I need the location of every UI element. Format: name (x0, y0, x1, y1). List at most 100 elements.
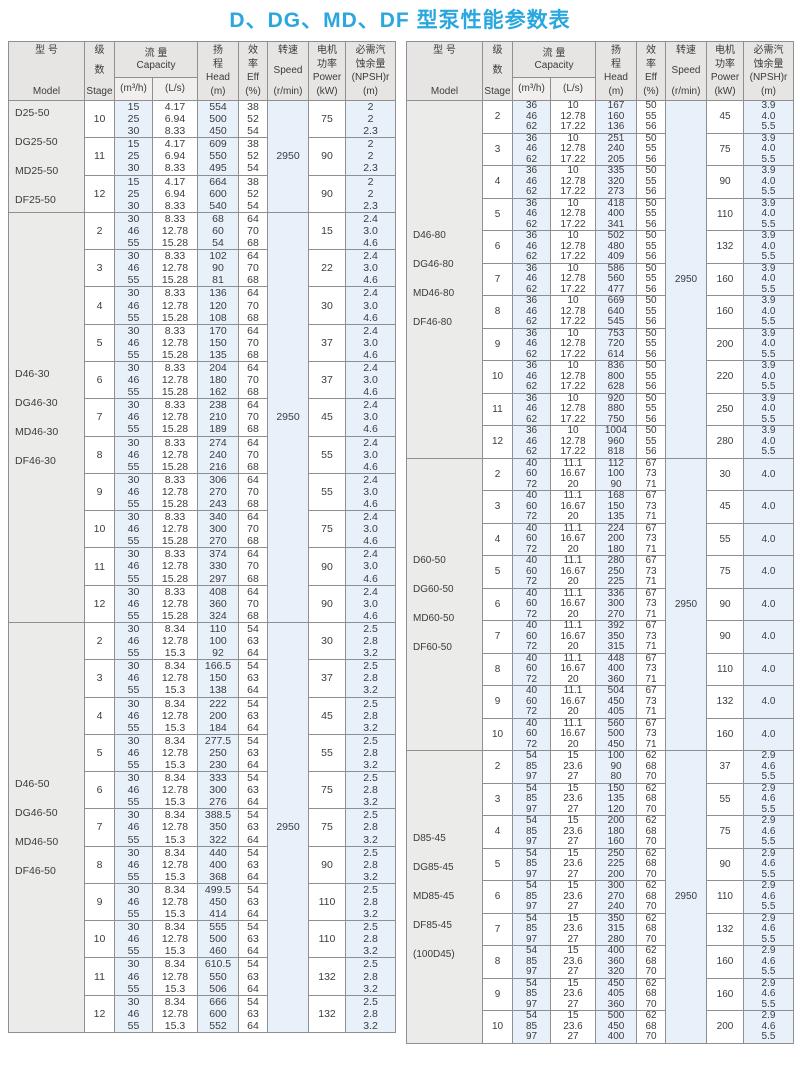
stage-cell: 9 (482, 327, 513, 361)
stage-cell: 8 (84, 845, 115, 884)
capacity-m3h-value: 55 (127, 684, 140, 697)
capacity-m3h-value: 36 (525, 165, 538, 176)
capacity-ls-value: 11.1 (563, 717, 583, 729)
header-row-1: 型 号 Model 级数 Stage 流 量 Capacity 扬程 Head (m) 效率 Eff… (406, 40, 794, 101)
head-value: 60 (212, 224, 224, 237)
capacity-ls-value: 17.22 (560, 186, 586, 197)
capacity-ls-value: 15 (567, 750, 579, 761)
eff-cell: 38 52 54 (238, 174, 268, 213)
stage-cell: 10 (482, 1010, 513, 1044)
capacity-ls-value: 8.34 (164, 921, 186, 934)
col-header-eff-line: 率 (646, 58, 656, 70)
col-header-speed: 转速 Speed (r/min) (665, 41, 707, 101)
head-value: 81 (212, 274, 224, 287)
eff-value: 68 (247, 311, 259, 324)
eff-value: 64 (247, 796, 259, 809)
eff-value: 50 (645, 360, 657, 371)
capacity-ls-value: 23.6 (563, 825, 583, 837)
capacity-m3h-cell: 30 46 55 (114, 510, 153, 549)
head-value: 250 (607, 565, 625, 577)
capacity-ls-value: 15.3 (164, 684, 186, 697)
capacity-m3h-cell: 40 60 72 (512, 652, 551, 686)
capacity-ls-value: 12.78 (560, 143, 586, 154)
capacity-m3h-value: 25 (127, 150, 140, 163)
capacity-m3h-cell: 30 46 55 (114, 249, 153, 288)
table-row: D60-50 DG60-50 MD60-50 DF60-50 2 40 60 72 11.1 16… (406, 457, 794, 751)
eff-value: 54 (247, 921, 259, 934)
power-cell: 110 (706, 880, 744, 914)
head-value: 450 (607, 695, 625, 707)
npsh-cell: 2.9 4.6 5.5 (743, 977, 794, 1011)
eff-value: 64 (247, 399, 259, 412)
head-cell: 300 270 240 (595, 880, 637, 914)
head-value: 200 (607, 533, 625, 544)
head-value: 225 (607, 858, 625, 869)
eff-value: 63 (247, 746, 259, 759)
npsh-value: 5.5 (761, 121, 776, 132)
npsh-value: 4.6 (761, 825, 776, 837)
npsh-value: 3.0 (363, 485, 378, 498)
capacity-ls-value: 12.78 (161, 485, 189, 498)
head-value: 552 (209, 1019, 227, 1032)
eff-value: 70 (247, 523, 259, 536)
head-value: 270 (607, 890, 625, 902)
eff-cell: 54 63 64 (238, 696, 268, 735)
capacity-ls-value: 6.94 (164, 187, 186, 200)
capacity-ls-value: 8.34 (164, 995, 186, 1008)
head-value: 136 (607, 121, 625, 132)
npsh-cell: 4.0 (743, 717, 794, 751)
model-cell: D85-45 DG85-45 MD85-45 DF85-45 (100D45) (406, 750, 483, 1044)
npsh-value: 4.6 (761, 793, 776, 804)
model-name: MD85-45 (413, 891, 455, 903)
eff-cell: 62 68 70 (636, 815, 666, 849)
capacity-ls-cell: 8.34 12.78 15.3 (152, 994, 198, 1034)
power-cell: 37 (308, 659, 346, 698)
eff-value: 68 (247, 274, 259, 287)
npsh-value: 3.9 (761, 132, 776, 144)
npsh-value: 5.5 (761, 803, 776, 815)
stage-cell: 3 (84, 249, 115, 288)
capacity-ls-value: 27 (567, 868, 579, 880)
head-cell: 500 450 400 (595, 1010, 637, 1044)
capacity-m3h-value: 54 (525, 880, 538, 891)
model-names: D25-50 DG25-50 MD25-50 DF25-50 (9, 107, 84, 206)
capacity-ls-value: 10 (567, 425, 579, 436)
capacity-m3h-value: 30 (127, 697, 140, 710)
capacity-ls-value: 12.78 (161, 821, 189, 834)
npsh-value: 5.5 (761, 771, 776, 782)
eff-value: 54 (247, 125, 259, 138)
head-value: 270 (209, 485, 227, 498)
head-value: 448 (607, 652, 625, 664)
eff-value: 56 (645, 348, 657, 360)
capacity-ls-value: 10 (567, 197, 579, 209)
eff-cell: 64 70 68 (238, 435, 268, 474)
head-value: 320 (607, 966, 625, 977)
table-row: 12 30 46 55 8.33 12.78 15.28 408 360 324 64 70 68 90 2… (9, 584, 396, 623)
npsh-cell: 2.4 3.0 4.6 (345, 435, 396, 474)
npsh-value: 3.9 (761, 262, 776, 274)
head-value: 189 (209, 423, 227, 436)
npsh-value: 3.2 (363, 647, 378, 660)
eff-value: 64 (247, 511, 259, 524)
capacity-m3h-value: 62 (525, 381, 538, 392)
head-cell: 504 450 405 (595, 685, 637, 719)
capacity-m3h-cell: 36 46 62 (512, 165, 551, 199)
head-value: 880 (607, 403, 625, 414)
eff-cell: 64 70 68 (238, 249, 268, 288)
eff-cell: 50 55 56 (636, 360, 666, 394)
col-header-model-label: 型 号 Model (407, 42, 482, 100)
capacity-m3h-cell: 36 46 62 (512, 230, 551, 264)
head-cell: 222 200 184 (197, 696, 239, 735)
eff-value: 55 (645, 208, 657, 219)
capacity-ls-value: 15.3 (164, 833, 186, 846)
npsh-value: 5.5 (761, 901, 776, 912)
eff-value: 54 (247, 809, 259, 822)
head-value: 504 (607, 685, 625, 696)
eff-value: 54 (247, 622, 259, 635)
capacity-ls-value: 16.67 (560, 663, 586, 674)
capacity-m3h-value: 46 (525, 208, 538, 219)
head-value: 350 (607, 912, 625, 924)
table-header: 型 号 Model 级数 Stage 流 量 Capacity 扬程 Head (m) 效率 Eff… (8, 40, 396, 101)
eff-value: 55 (645, 435, 657, 447)
eff-value: 70 (247, 411, 259, 424)
